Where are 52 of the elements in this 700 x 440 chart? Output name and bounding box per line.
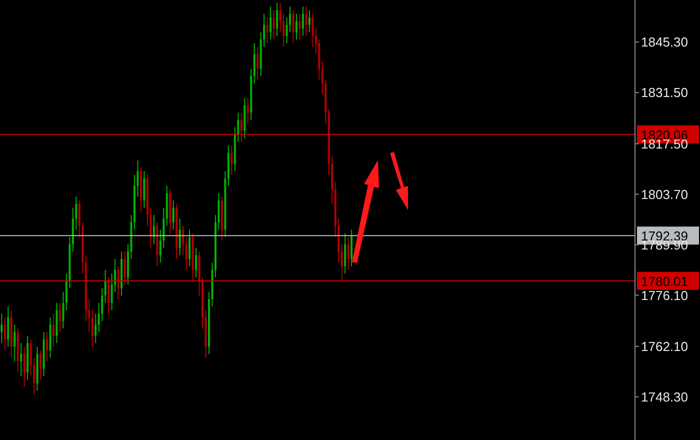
candlestick (185, 236, 188, 270)
candlestick (350, 229, 353, 267)
candlestick (230, 145, 233, 176)
candlestick (276, 2, 278, 36)
candlestick (270, 6, 272, 40)
candlestick (58, 302, 61, 333)
candlestick (305, 6, 308, 36)
candlestick (0, 313, 3, 344)
candlestick (46, 332, 48, 362)
candlestick (117, 266, 120, 300)
candlestick (23, 346, 26, 388)
candlestick (347, 236, 350, 270)
candlestick (94, 313, 97, 344)
y-tick-label: 1803.70 (641, 186, 688, 202)
candlestick (178, 218, 181, 256)
candlestick (172, 200, 174, 230)
candlestick (143, 170, 146, 208)
candlestick (4, 316, 6, 351)
candlestick (20, 342, 22, 376)
candlestick (340, 244, 343, 282)
candlestick (108, 276, 110, 314)
candlestick (302, 6, 304, 36)
candlestick (344, 232, 346, 274)
candlestick (188, 229, 191, 267)
candlestick (124, 251, 126, 286)
ref-line-label: 1780.01 (641, 274, 688, 289)
y-tick-label: 1845.30 (641, 34, 688, 50)
candlestick (14, 324, 16, 362)
candlestick (7, 306, 10, 348)
candlestick (62, 291, 64, 329)
candlestick (91, 310, 94, 348)
candlestick (292, 10, 294, 44)
candlestick (104, 269, 106, 304)
candlestick (52, 313, 54, 348)
candlestick (246, 98, 249, 124)
candlestick (40, 350, 42, 380)
candlestick (253, 42, 256, 84)
candlestick (298, 13, 301, 40)
y-tick-label: 1748.30 (641, 389, 688, 404)
candlestick (256, 46, 259, 80)
candlestick (272, 10, 275, 40)
y-tick-label: 1831.50 (641, 85, 688, 100)
y-tick-label: 1776.10 (641, 288, 688, 303)
candlestick (308, 10, 310, 33)
y-tick-label: 1762.10 (641, 338, 688, 354)
candlestick (312, 13, 314, 48)
candlestick (152, 214, 155, 245)
candlestick (182, 226, 184, 256)
candlestick (295, 13, 298, 40)
candlestick (240, 112, 242, 142)
candlestick (266, 17, 268, 44)
candlestick (195, 247, 198, 278)
